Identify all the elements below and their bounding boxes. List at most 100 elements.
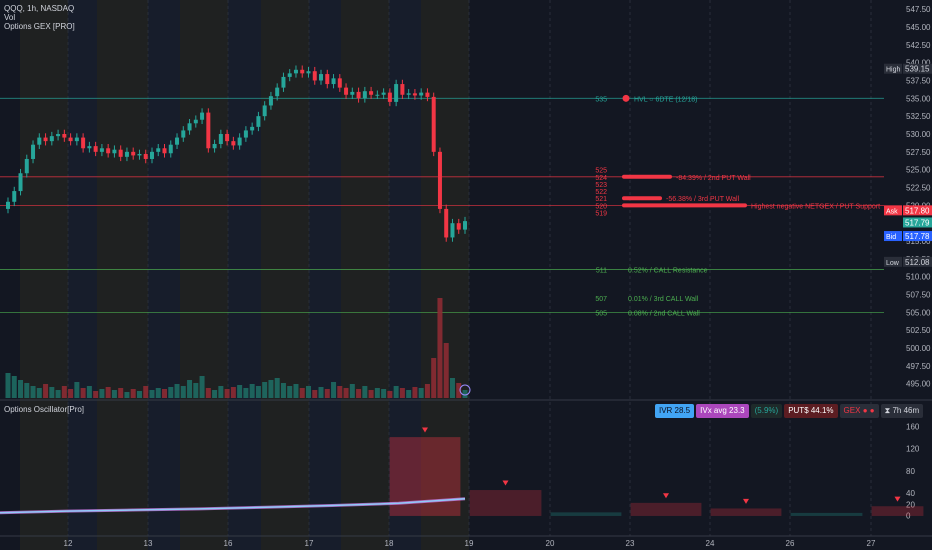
volume-bar xyxy=(174,384,180,398)
volume-bar xyxy=(331,382,337,398)
volume-bar xyxy=(224,389,230,398)
candle-body xyxy=(149,151,154,159)
level-label: -84.39% / 2nd PUT Wall xyxy=(676,175,751,182)
volume-bar xyxy=(230,387,236,398)
symbol-title[interactable]: QQQ, 1h, NASDAQ xyxy=(4,4,75,13)
gex-indicator-label[interactable]: Options GEX [PRO] xyxy=(4,22,75,31)
candle-body xyxy=(106,148,111,154)
volume-bar xyxy=(61,386,67,398)
candle-body xyxy=(387,92,392,102)
candle-body xyxy=(156,148,161,152)
candle-body xyxy=(118,149,123,157)
candle-body xyxy=(74,137,79,142)
volume-bar xyxy=(11,376,17,398)
price-tag-last-value: 517.79 xyxy=(905,218,930,227)
y-tick-label: 507.50 xyxy=(906,291,931,300)
x-tick-label: 16 xyxy=(224,539,233,548)
volume-bar xyxy=(287,386,293,398)
candle-body xyxy=(131,151,136,156)
osc-y-tick: 20 xyxy=(906,500,915,509)
volume-bar xyxy=(180,386,186,398)
y-tick-label: 522.50 xyxy=(906,184,931,193)
y-tick-label: 527.50 xyxy=(906,148,931,157)
price-tag-last xyxy=(903,217,932,228)
candle-body xyxy=(43,137,48,142)
volume-bar xyxy=(162,389,168,398)
level-tag: 520 xyxy=(595,203,607,210)
volume-bar xyxy=(381,389,387,398)
price-axis[interactable]: 495.00 497.50 500.00 502.50 505.00 507.50 510.… xyxy=(884,5,932,389)
candles[interactable] xyxy=(6,65,467,242)
session-band xyxy=(309,0,341,550)
gex-badge: GEX ● ● xyxy=(839,404,879,418)
y-tick-label: 532.50 xyxy=(906,112,931,121)
y-tick-label: 505.00 xyxy=(906,308,931,317)
candle-body xyxy=(344,87,349,95)
x-tick-label: 12 xyxy=(64,539,73,548)
y-tick-label: 530.00 xyxy=(906,130,931,139)
hvl-marker-icon xyxy=(622,94,630,102)
x-tick-label: 19 xyxy=(465,539,474,548)
price-tag-low-label-bg xyxy=(884,256,902,267)
candle-body xyxy=(350,91,355,95)
candle-body xyxy=(463,221,467,230)
volume-bar xyxy=(262,382,268,398)
candle-body xyxy=(231,141,236,146)
candle-body xyxy=(375,94,380,96)
volume-bar xyxy=(399,388,405,398)
volume-bar xyxy=(312,390,318,398)
volume-bar xyxy=(86,386,92,398)
candle-body xyxy=(62,134,67,138)
x-tick-label: 26 xyxy=(786,539,795,548)
vol-label[interactable]: Vol xyxy=(4,13,16,22)
volume-bar xyxy=(93,391,99,398)
y-tick-label: 510.00 xyxy=(906,273,931,282)
candle-body xyxy=(300,69,305,74)
volume-bar xyxy=(324,389,330,398)
symbol-legend[interactable]: QQQ, 1h, NASDAQ Vol Options GEX [PRO] xyxy=(4,4,75,31)
osc-down-arrow-icon xyxy=(743,498,749,504)
level-label: 0.08% / 2nd CALL Wall xyxy=(628,310,700,317)
volume-bar xyxy=(205,388,211,398)
oscillator-legend[interactable]: Options Oscillator[Pro] xyxy=(4,405,84,414)
oscillator-title[interactable]: Options Oscillator[Pro] xyxy=(4,405,85,414)
volume-bar xyxy=(80,388,86,398)
osc-bar xyxy=(871,506,924,516)
osc-down-arrow-icon xyxy=(422,427,428,433)
volume-bar xyxy=(187,380,193,398)
candle-body xyxy=(381,92,386,95)
volume-bar xyxy=(49,387,55,398)
volume-bar xyxy=(431,358,437,398)
hourglass-icon: ⧗ xyxy=(884,406,891,415)
price-tag-bid xyxy=(903,231,932,242)
level-tag: 505 xyxy=(595,310,607,317)
volume-bar xyxy=(337,386,343,398)
volume-bar xyxy=(168,387,174,398)
price-tag-high xyxy=(903,63,932,74)
candle-body xyxy=(275,87,280,97)
candle-body xyxy=(281,76,286,88)
time-axis[interactable]: 12 13 16 17 18 19 20 23 24 26 27 xyxy=(64,539,876,548)
volume-bar xyxy=(130,389,136,398)
candle-body xyxy=(268,96,273,106)
candle-body xyxy=(394,84,399,102)
candle-body xyxy=(175,137,180,145)
candle-body xyxy=(400,84,405,95)
x-tick-label: 24 xyxy=(706,539,715,548)
volume-bar xyxy=(18,380,24,398)
candle-body xyxy=(6,201,10,209)
price-tag-low-value: 512.08 xyxy=(905,258,930,267)
volume-bar xyxy=(136,391,142,398)
timer-badge: ⧗ 7h 46m xyxy=(880,404,924,418)
volume-bar xyxy=(387,391,393,398)
candle-body xyxy=(87,146,92,149)
candle-body xyxy=(306,71,311,74)
candle-body xyxy=(12,191,17,202)
volume-bar xyxy=(118,388,124,398)
candle-body xyxy=(162,148,167,154)
level-label: HVL ○ 6DTE (12/18) xyxy=(634,96,698,103)
volume-bar xyxy=(274,378,280,398)
price-tag-low-label: Low xyxy=(886,260,900,267)
volume-bar xyxy=(393,386,399,398)
